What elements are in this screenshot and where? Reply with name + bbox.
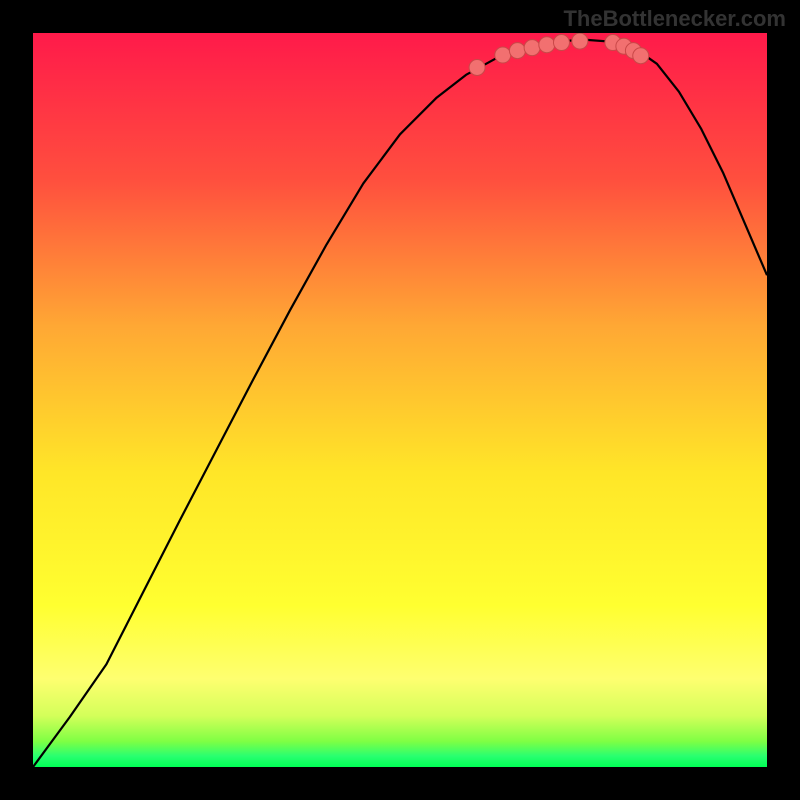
optimal-marker bbox=[495, 47, 511, 63]
optimal-marker bbox=[469, 60, 485, 76]
optimal-marker bbox=[572, 33, 588, 49]
watermark-text: TheBottlenecker.com bbox=[563, 6, 786, 32]
bottleneck-curve bbox=[33, 40, 767, 767]
optimal-marker bbox=[509, 43, 525, 59]
optimal-marker bbox=[524, 40, 540, 56]
optimal-marker bbox=[553, 35, 569, 51]
chart-overlay bbox=[33, 33, 767, 767]
plot-area bbox=[33, 33, 767, 767]
optimal-marker bbox=[539, 37, 555, 53]
optimal-marker bbox=[633, 48, 649, 64]
